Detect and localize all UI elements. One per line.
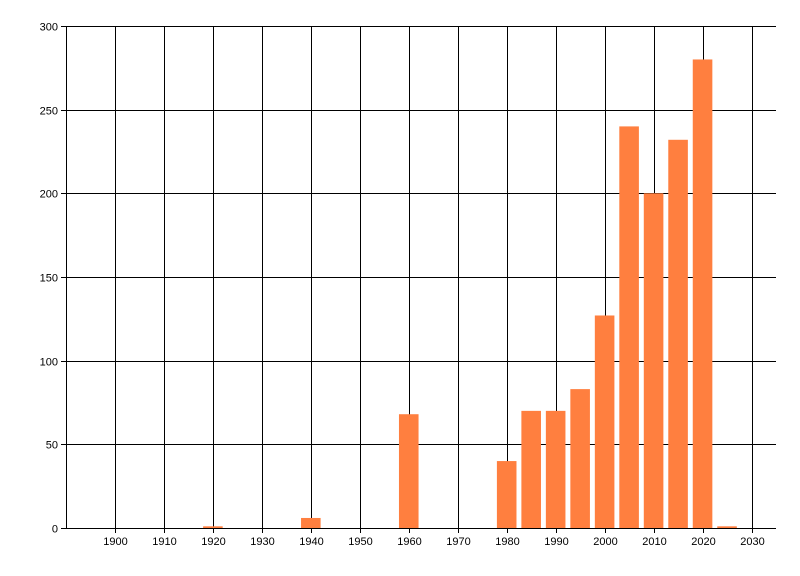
x-tick-label-1910: 1910 xyxy=(152,536,176,548)
x-tick-label-1940: 1940 xyxy=(299,536,323,548)
y-tick-label-50: 50 xyxy=(46,440,58,452)
bar-1960 xyxy=(398,414,419,528)
bar-1940 xyxy=(301,517,321,528)
bar-2000 xyxy=(594,315,615,528)
x-tick-label-1990: 1990 xyxy=(544,536,568,548)
x-tick-label-2010: 2010 xyxy=(642,536,666,548)
x-tick-label-1950: 1950 xyxy=(348,536,372,548)
bar-1920 xyxy=(203,526,223,528)
x-tick-label-2030: 2030 xyxy=(740,536,764,548)
y-tick-label-300: 300 xyxy=(40,22,58,34)
bar-2010 xyxy=(643,193,664,529)
bar-1985 xyxy=(521,410,541,528)
x-tick-label-1960: 1960 xyxy=(397,536,421,548)
y-tick-label-100: 100 xyxy=(40,357,58,369)
x-tick-label-2000: 2000 xyxy=(593,536,617,548)
x-tick-label-1980: 1980 xyxy=(495,536,519,548)
bars-group xyxy=(203,59,737,529)
y-tick-label-0: 0 xyxy=(52,524,58,536)
y-tick-label-200: 200 xyxy=(40,189,58,201)
bar-1995 xyxy=(570,389,590,528)
bar-2005 xyxy=(619,126,639,529)
bar-1990 xyxy=(545,410,566,528)
x-tick-label-1930: 1930 xyxy=(250,536,274,548)
bar-1980 xyxy=(496,461,517,528)
y-axis-ticks: 0 50 100 150 200 250 300 xyxy=(40,22,66,536)
bar-2015 xyxy=(668,139,688,528)
y-tick-label-250: 250 xyxy=(40,106,58,118)
bar-2025 xyxy=(717,526,737,528)
axes xyxy=(66,26,776,529)
x-tick-label-1970: 1970 xyxy=(446,536,470,548)
x-axis-ticks: 1900 1910 1920 1930 1940 1950 1960 1970 1980 1990… xyxy=(103,528,765,548)
x-tick-label-1920: 1920 xyxy=(201,536,225,548)
bar-2020 xyxy=(692,59,713,528)
x-tick-label-2020: 2020 xyxy=(691,536,715,548)
y-tick-label-150: 150 xyxy=(40,273,58,285)
x-tick-label-1900: 1900 xyxy=(103,536,127,548)
